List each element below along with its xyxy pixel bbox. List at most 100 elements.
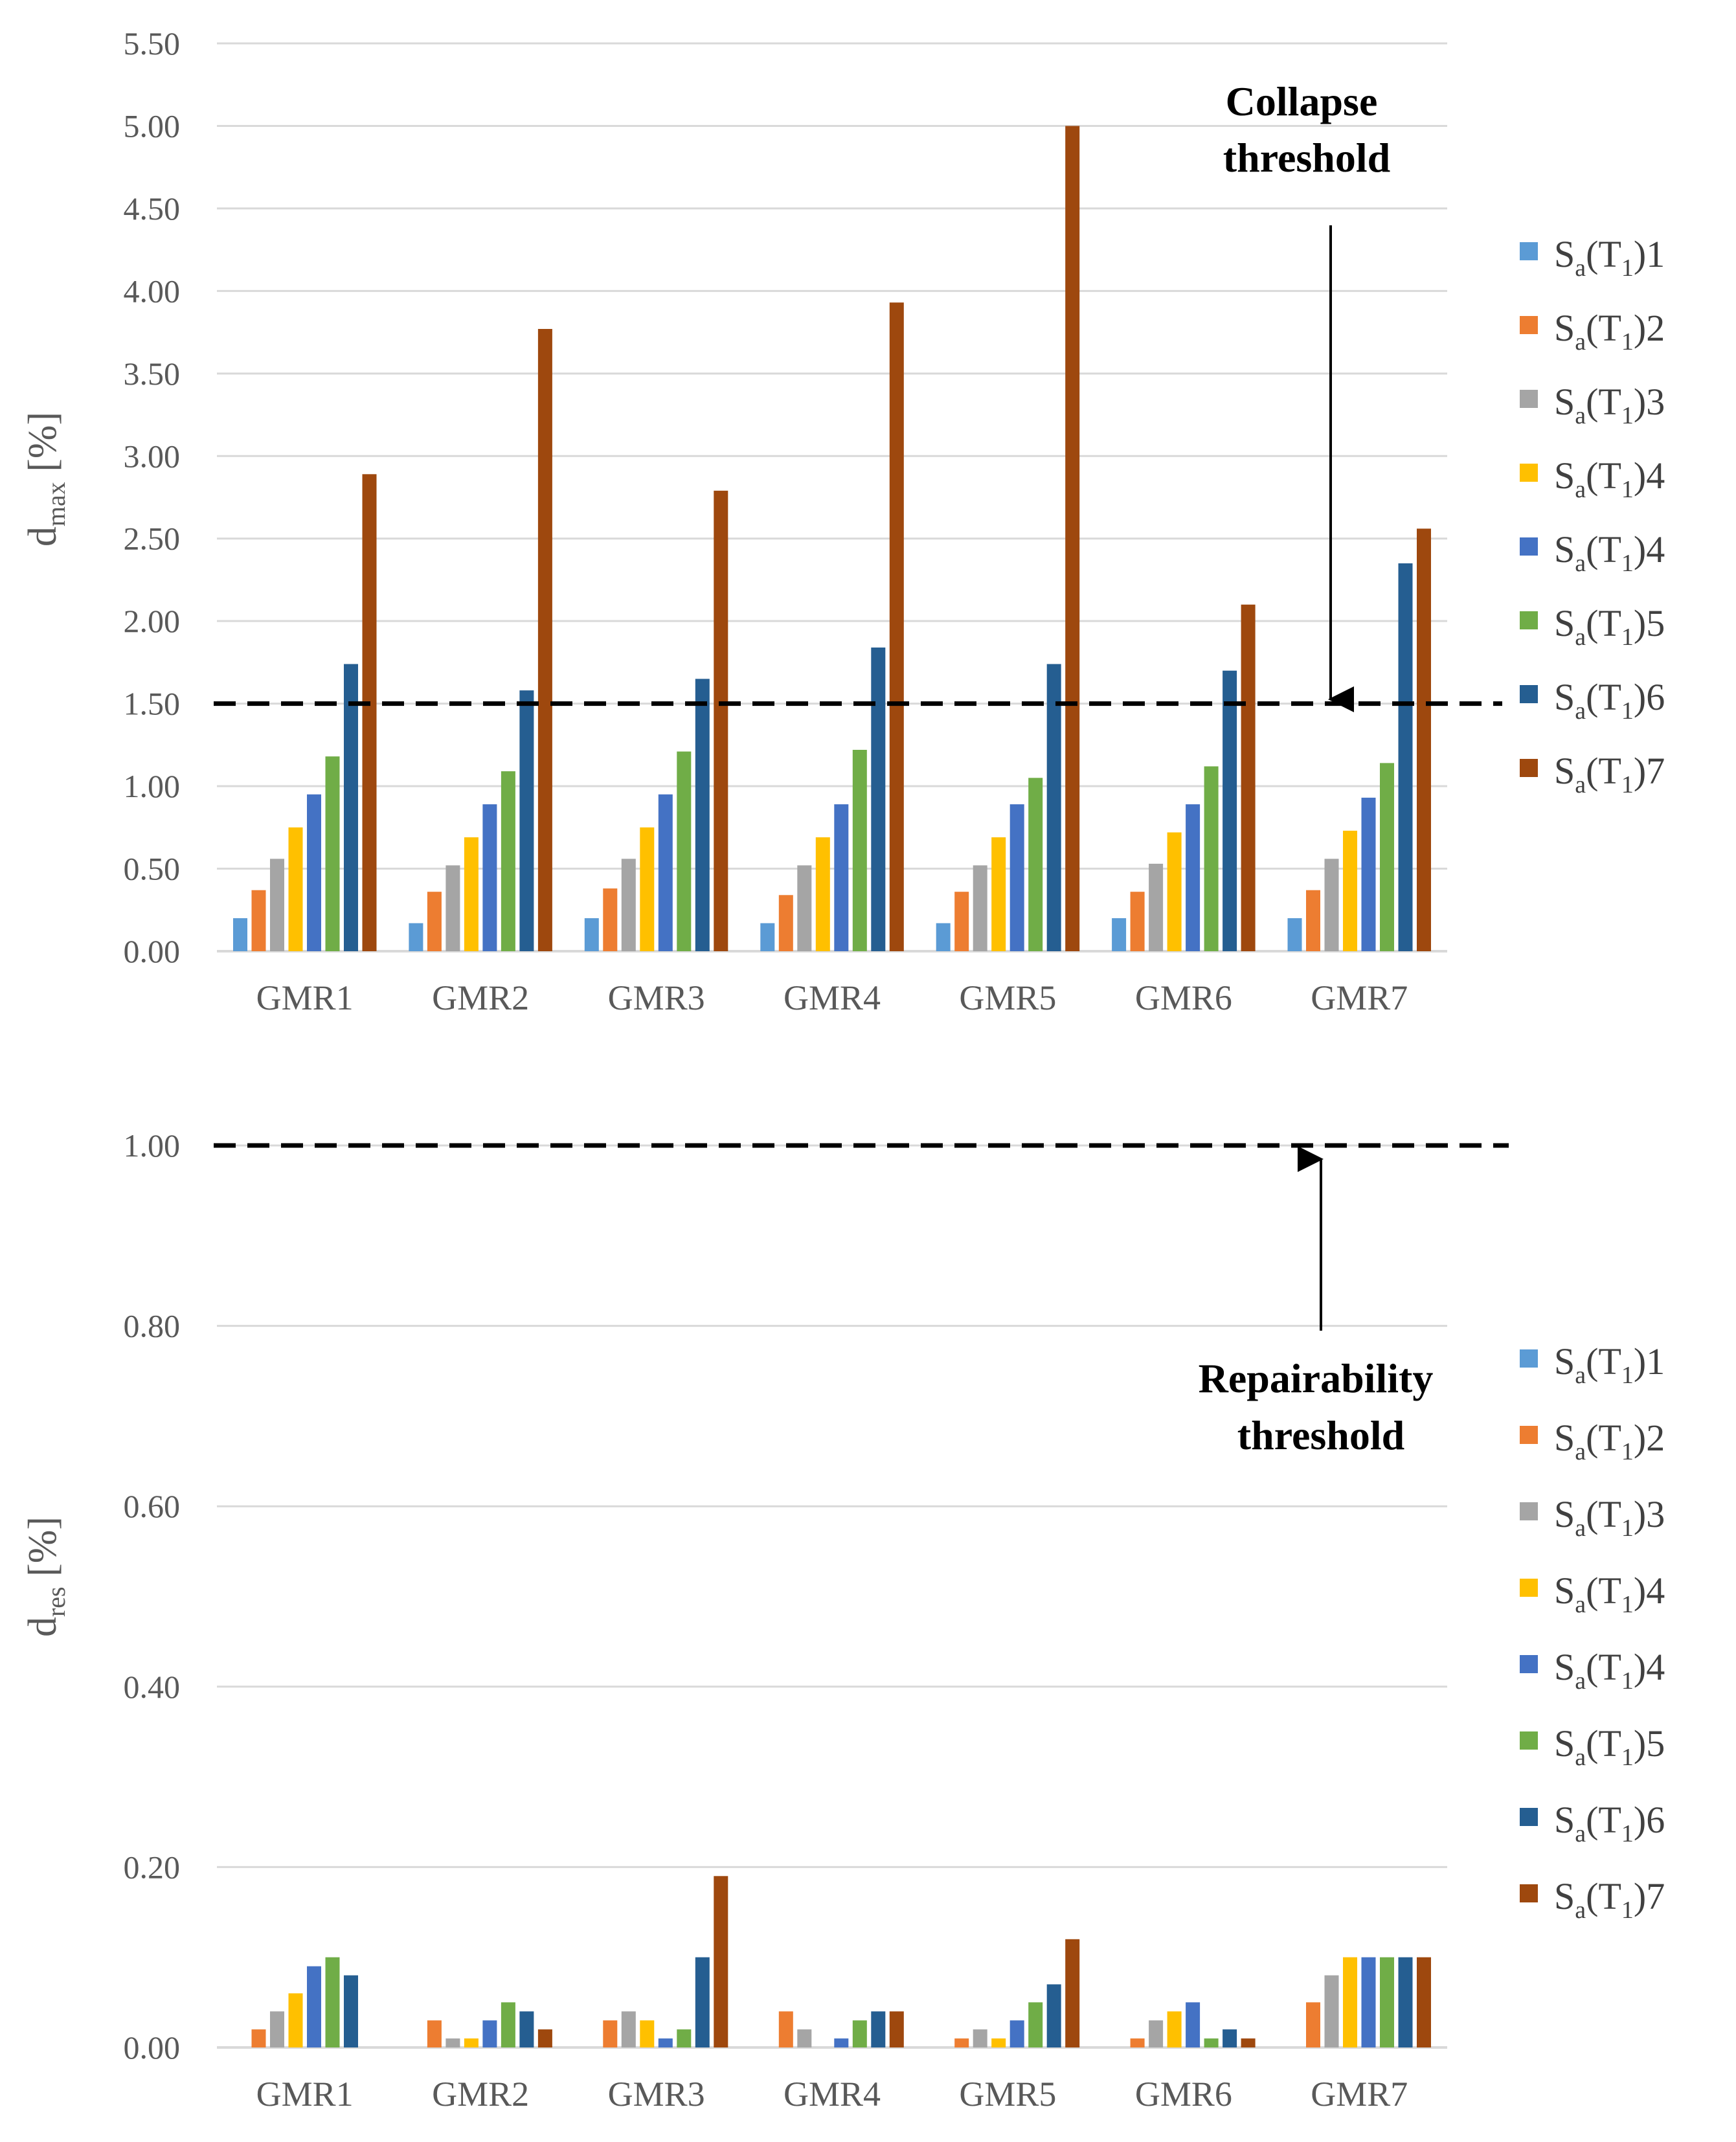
legend-swatch <box>1520 685 1538 703</box>
category-label: GMR4 <box>783 2075 881 2114</box>
dres-category-labels: GMR1 GMR2 GMR3 GMR4 GMR5 GMR6 GMR7 <box>256 2075 1408 2114</box>
bar-gmr1-series-6 <box>325 756 340 951</box>
legend-item: Sa(T1)4 <box>1520 528 1665 577</box>
legend-label: Sa(T1)6 <box>1554 1799 1665 1847</box>
bar-gmr1-series-2 <box>251 890 266 951</box>
legend-item: Sa(T1)4 <box>1520 1646 1665 1695</box>
y-tick-label: 4.50 <box>124 190 181 227</box>
bar-gmr1-series-5 <box>307 794 321 951</box>
dmax-legend: Sa(T1)1 Sa(T1)2 Sa(T1)3 Sa(T1)4 Sa(T1)4 Sa(T1… <box>1520 233 1665 798</box>
dmax-category-labels: GMR1 GMR2 GMR3 GMR4 GMR5 GMR6 GMR7 <box>256 978 1408 1017</box>
bar-gmr6-series-3 <box>1149 863 1164 951</box>
bar-gmr4-series-2 <box>778 895 793 951</box>
legend-item: Sa(T1)4 <box>1520 455 1665 503</box>
category-label: GMR7 <box>1311 978 1408 1017</box>
bar-gmr1-series-7 <box>344 664 358 951</box>
bar-gmr7-series-3 <box>1324 859 1339 951</box>
bar-gmr3-series-6 <box>677 751 692 951</box>
legend-item: Sa(T1)3 <box>1520 1493 1665 1542</box>
bar-gmr7-series-8 <box>1417 528 1431 951</box>
bar-gmr7-series-4 <box>1343 830 1357 951</box>
bar-gmr3-series-7 <box>695 679 710 951</box>
bar-gmr2-series-5 <box>482 804 497 951</box>
bar-gmr2-series-8 <box>537 2029 552 2047</box>
bar-gmr2-series-5 <box>482 2020 497 2047</box>
y-tick-label: 1.50 <box>124 686 181 722</box>
y-tick-label: 0.20 <box>124 1849 181 1885</box>
y-tick-label: 0.40 <box>124 1669 181 1705</box>
legend-label: Sa(T1)3 <box>1554 381 1665 429</box>
y-tick-label: 5.00 <box>124 107 181 144</box>
bar-gmr5-series-2 <box>954 2038 969 2047</box>
bar-gmr1-series-1 <box>233 918 247 951</box>
bar-gmr6-series-1 <box>1112 918 1127 951</box>
y-tick-label: 1.00 <box>124 768 181 804</box>
legend-item: Sa(T1)6 <box>1520 676 1665 725</box>
bar-gmr6-series-6 <box>1204 766 1219 951</box>
legend-label: Sa(T1)6 <box>1554 676 1665 725</box>
bar-gmr3-series-3 <box>621 859 636 951</box>
y-tick-label: 0.80 <box>124 1308 181 1344</box>
bar-gmr4-series-4 <box>815 837 830 951</box>
bar-gmr4-series-8 <box>889 302 904 951</box>
bar-gmr4-series-6 <box>852 2020 867 2047</box>
bar-gmr2-series-8 <box>537 329 552 951</box>
bar-gmr7-series-3 <box>1324 1975 1339 2047</box>
bar-gmr6-series-4 <box>1167 832 1182 951</box>
category-label: GMR2 <box>432 978 529 1017</box>
bar-gmr3-series-2 <box>603 2020 618 2047</box>
legend-item: Sa(T1)6 <box>1520 1799 1665 1847</box>
legend-swatch <box>1520 316 1538 334</box>
bar-gmr2-series-3 <box>445 2038 460 2047</box>
collapse-label: Collapse threshold <box>1223 78 1390 181</box>
y-tick-label: 3.50 <box>124 355 181 392</box>
dres-y-ticks: 0.00 0.20 0.40 0.60 0.80 1.00 <box>124 1127 181 2066</box>
bar-gmr1-series-7 <box>344 1975 358 2047</box>
bar-gmr5-series-4 <box>991 837 1006 951</box>
bar-gmr7-series-5 <box>1361 797 1376 951</box>
bar-gmr7-series-6 <box>1380 1957 1394 2047</box>
bar-gmr5-series-7 <box>1046 664 1061 951</box>
legend-item: Sa(T1)7 <box>1520 1875 1665 1924</box>
bar-gmr1-series-2 <box>251 2029 266 2047</box>
legend-label: Sa(T1)7 <box>1554 1875 1665 1924</box>
dmax-gridlines <box>217 42 1447 953</box>
legend-item: Sa(T1)2 <box>1520 307 1665 355</box>
bar-gmr6-series-7 <box>1223 2029 1237 2047</box>
legend-label: Sa(T1)2 <box>1554 307 1665 355</box>
y-tick-label: 0.00 <box>124 2029 181 2066</box>
bar-gmr2-series-6 <box>501 771 515 951</box>
bar-gmr2-series-4 <box>464 2038 479 2047</box>
y-tick-label: 0.00 <box>124 933 181 969</box>
bar-gmr3-series-4 <box>640 827 655 951</box>
legend-label: Sa(T1)4 <box>1554 455 1665 503</box>
bar-gmr4-series-5 <box>834 804 849 951</box>
bar-gmr6-series-6 <box>1204 2038 1219 2047</box>
legend-label: Sa(T1)4 <box>1554 1646 1665 1695</box>
legend-label: Sa(T1)4 <box>1554 528 1665 577</box>
legend-item: Sa(T1)2 <box>1520 1417 1665 1465</box>
bar-gmr5-series-4 <box>991 2038 1006 2047</box>
dmax-bars <box>233 126 1431 951</box>
dres-bars <box>251 1876 1431 2047</box>
category-label: GMR5 <box>959 2075 1056 2114</box>
bar-gmr3-series-2 <box>603 888 618 951</box>
dmax-chart: 0.00 0.50 1.00 1.50 2.00 2.50 3.00 3.50 4.00 4.50… <box>21 25 1665 1017</box>
bar-gmr1-series-8 <box>362 474 377 951</box>
dres-legend: Sa(T1)1 Sa(T1)2 Sa(T1)3 Sa(T1)4 Sa(T1)4 Sa(T1… <box>1520 1340 1665 1924</box>
legend-swatch <box>1520 1655 1538 1673</box>
bar-gmr1-series-3 <box>270 859 284 951</box>
legend-swatch <box>1520 1349 1538 1368</box>
bar-gmr4-series-3 <box>797 865 812 951</box>
legend-swatch <box>1520 1502 1538 1520</box>
bar-gmr2-series-6 <box>501 2002 515 2047</box>
bar-gmr5-series-5 <box>1009 2020 1024 2047</box>
bar-gmr2-series-2 <box>427 2020 442 2047</box>
bar-gmr5-series-3 <box>973 2029 987 2047</box>
bar-gmr3-series-5 <box>658 2038 673 2047</box>
bar-gmr1-series-5 <box>307 1966 321 2047</box>
legend-item: Sa(T1)1 <box>1520 1340 1665 1389</box>
legend-label: Sa(T1)1 <box>1554 1340 1665 1389</box>
bar-gmr6-series-3 <box>1149 2020 1164 2047</box>
